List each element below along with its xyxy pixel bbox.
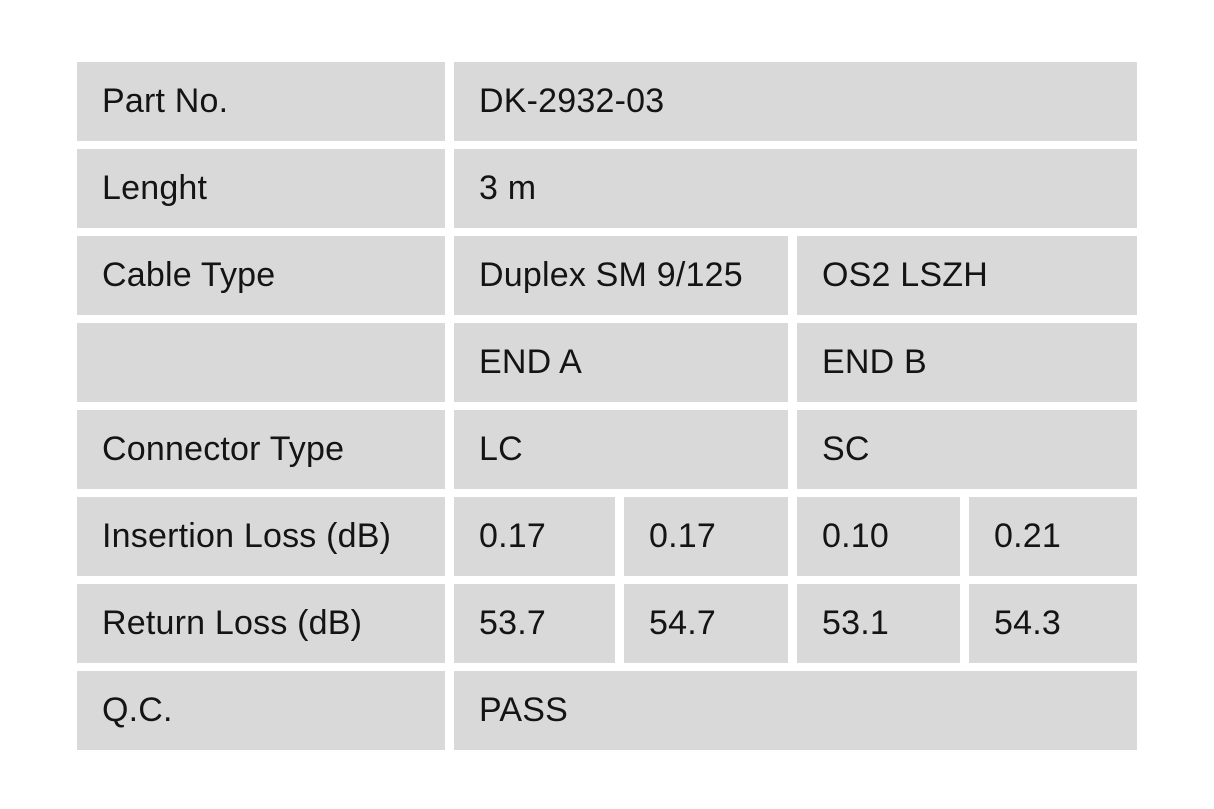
value-insertion-loss-b1: 0.10 <box>797 497 960 576</box>
value-qc-result: PASS <box>454 671 1137 750</box>
row-label-part-no: Part No. <box>77 62 445 141</box>
row-label-connector-type: Connector Type <box>77 410 445 489</box>
value-insertion-loss-a1: 0.17 <box>454 497 615 576</box>
value-return-loss-b1: 53.1 <box>797 584 960 663</box>
value-return-loss-b2: 54.3 <box>969 584 1137 663</box>
row-label-cable-type: Cable Type <box>77 236 445 315</box>
row-label-ends-blank <box>77 323 445 402</box>
header-end-b: END B <box>797 323 1137 402</box>
value-return-loss-a2: 54.7 <box>624 584 788 663</box>
value-connector-end-a: LC <box>454 410 788 489</box>
row-label-insertion-loss: Insertion Loss (dB) <box>77 497 445 576</box>
row-label-length: Lenght <box>77 149 445 228</box>
row-label-qc: Q.C. <box>77 671 445 750</box>
spec-table: Part No. DK-2932-03 Lenght 3 m Cable Typ… <box>77 62 1137 750</box>
value-connector-end-b: SC <box>797 410 1137 489</box>
header-end-a: END A <box>454 323 788 402</box>
value-return-loss-a1: 53.7 <box>454 584 615 663</box>
value-cable-type-construction: Duplex SM 9/125 <box>454 236 788 315</box>
row-label-return-loss: Return Loss (dB) <box>77 584 445 663</box>
value-part-no: DK-2932-03 <box>454 62 1137 141</box>
value-length: 3 m <box>454 149 1137 228</box>
value-insertion-loss-b2: 0.21 <box>969 497 1137 576</box>
value-insertion-loss-a2: 0.17 <box>624 497 788 576</box>
value-cable-type-jacket: OS2 LSZH <box>797 236 1137 315</box>
